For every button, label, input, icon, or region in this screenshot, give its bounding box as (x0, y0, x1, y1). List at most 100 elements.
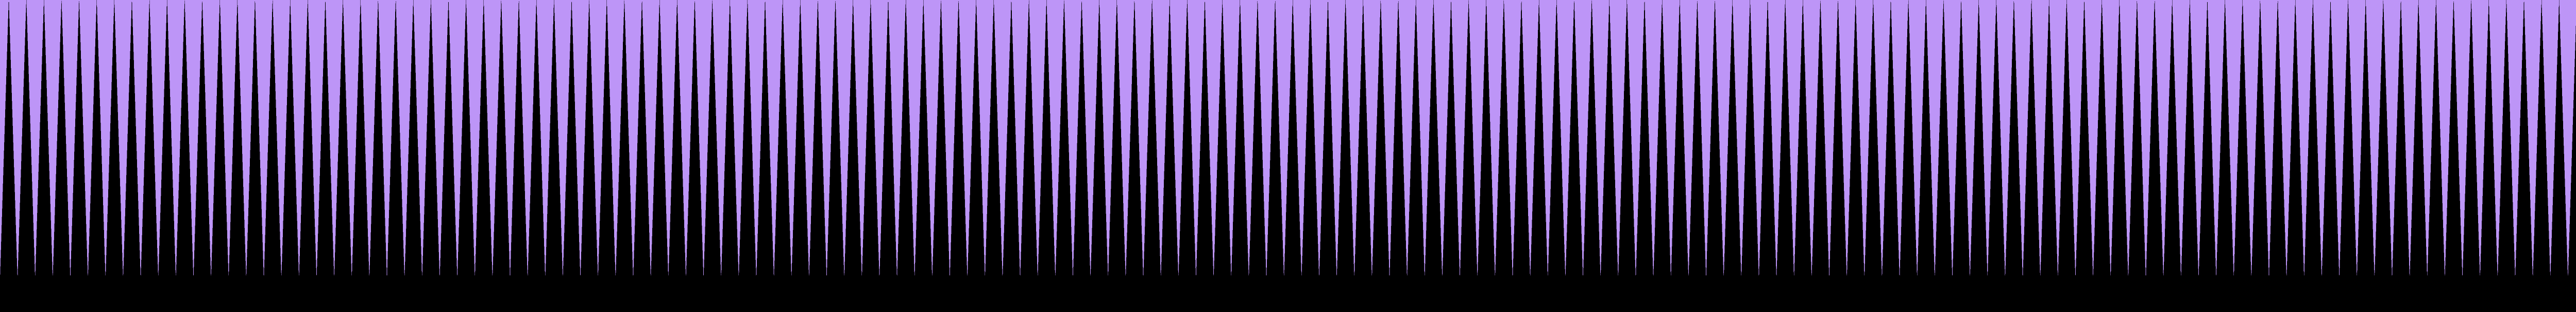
black-spike (633, 0, 651, 275)
black-spike (334, 0, 352, 275)
black-spike (967, 0, 985, 275)
black-spike (1653, 0, 1671, 275)
black-spike (580, 0, 598, 275)
black-spike (1583, 0, 1601, 275)
black-spike (774, 0, 791, 275)
black-spike (1266, 0, 1284, 275)
black-spike (2339, 0, 2357, 275)
black-spike (18, 0, 35, 275)
black-spike (2357, 0, 2375, 275)
black-spike (1231, 0, 1249, 275)
black-spike (739, 0, 756, 275)
black-spike (686, 0, 704, 275)
black-spike (70, 0, 88, 275)
black-spike (1442, 0, 1460, 275)
black-spike (914, 0, 933, 275)
black-spike (1636, 0, 1653, 275)
black-spike (2375, 0, 2392, 275)
black-spike (528, 0, 545, 275)
black-spike (1301, 0, 1319, 275)
black-spike (0, 0, 18, 275)
black-spike (1882, 0, 1900, 275)
black-spike (1776, 0, 1794, 275)
black-spike (1460, 0, 1478, 275)
black-spike (1900, 0, 1917, 275)
black-spike (264, 0, 281, 275)
black-spike (2498, 0, 2515, 275)
black-spike (1161, 0, 1179, 275)
black-spike (53, 0, 71, 275)
black-spike (2216, 0, 2234, 275)
black-spike (721, 0, 739, 275)
black-spike (1108, 0, 1126, 275)
black-spike (703, 0, 721, 275)
black-spike (1688, 0, 1706, 275)
black-spike (651, 0, 668, 275)
black-spike (563, 0, 581, 275)
black-spike (1178, 0, 1196, 275)
black-spike (439, 0, 457, 275)
black-spike (35, 0, 53, 275)
black-spike (1336, 0, 1354, 275)
black-footer-band (0, 275, 2576, 312)
black-spike (1723, 0, 1741, 275)
black-spike (1530, 0, 1548, 275)
black-spike (2128, 0, 2146, 275)
black-spike (1196, 0, 1214, 275)
black-spike (1759, 0, 1776, 275)
black-spike (1565, 0, 1583, 275)
black-spike (1407, 0, 1425, 275)
black-spike (369, 0, 387, 275)
black-spike (1917, 0, 1935, 275)
black-spike (1513, 0, 1530, 275)
black-spike (2146, 0, 2163, 275)
black-spike (2392, 0, 2410, 275)
black-spike (598, 0, 616, 275)
black-spike (1477, 0, 1495, 275)
black-spike (1020, 0, 1038, 275)
black-spike (2163, 0, 2181, 275)
black-spike (2058, 0, 2076, 275)
black-spike (2533, 0, 2550, 275)
black-spike (932, 0, 950, 275)
black-spike (1249, 0, 1266, 275)
black-spike (1618, 0, 1636, 275)
black-spike (1073, 0, 1091, 275)
black-spike (950, 0, 968, 275)
black-spike (1988, 0, 2005, 275)
black-spike (545, 0, 563, 275)
black-spike (2480, 0, 2498, 275)
black-spike (2023, 0, 2040, 275)
black-spike (2233, 0, 2251, 275)
black-spike (2093, 0, 2111, 275)
black-spike (404, 0, 422, 275)
black-spike (1284, 0, 1302, 275)
black-spike (141, 0, 158, 275)
black-spike (299, 0, 317, 275)
black-spike (2075, 0, 2093, 275)
black-spike (387, 0, 404, 275)
black-spike (1829, 0, 1847, 275)
black-spike (493, 0, 510, 275)
black-spike (246, 0, 264, 275)
black-spike (158, 0, 176, 275)
black-spike (2269, 0, 2286, 275)
black-spike (2304, 0, 2322, 275)
black-spike (1143, 0, 1161, 275)
black-spike (844, 0, 862, 275)
black-spike (1389, 0, 1407, 275)
black-spike (1846, 0, 1865, 275)
black-spike (1548, 0, 1566, 275)
black-spike (1090, 0, 1108, 275)
black-spike (1671, 0, 1689, 275)
black-spike (2427, 0, 2445, 275)
black-spike (897, 0, 914, 275)
black-spike (457, 0, 475, 275)
black-spike (2111, 0, 2128, 275)
black-spike (1794, 0, 1812, 275)
black-spike (616, 0, 633, 275)
black-spike (2198, 0, 2216, 275)
black-spike (1319, 0, 1337, 275)
black-spike (1213, 0, 1231, 275)
